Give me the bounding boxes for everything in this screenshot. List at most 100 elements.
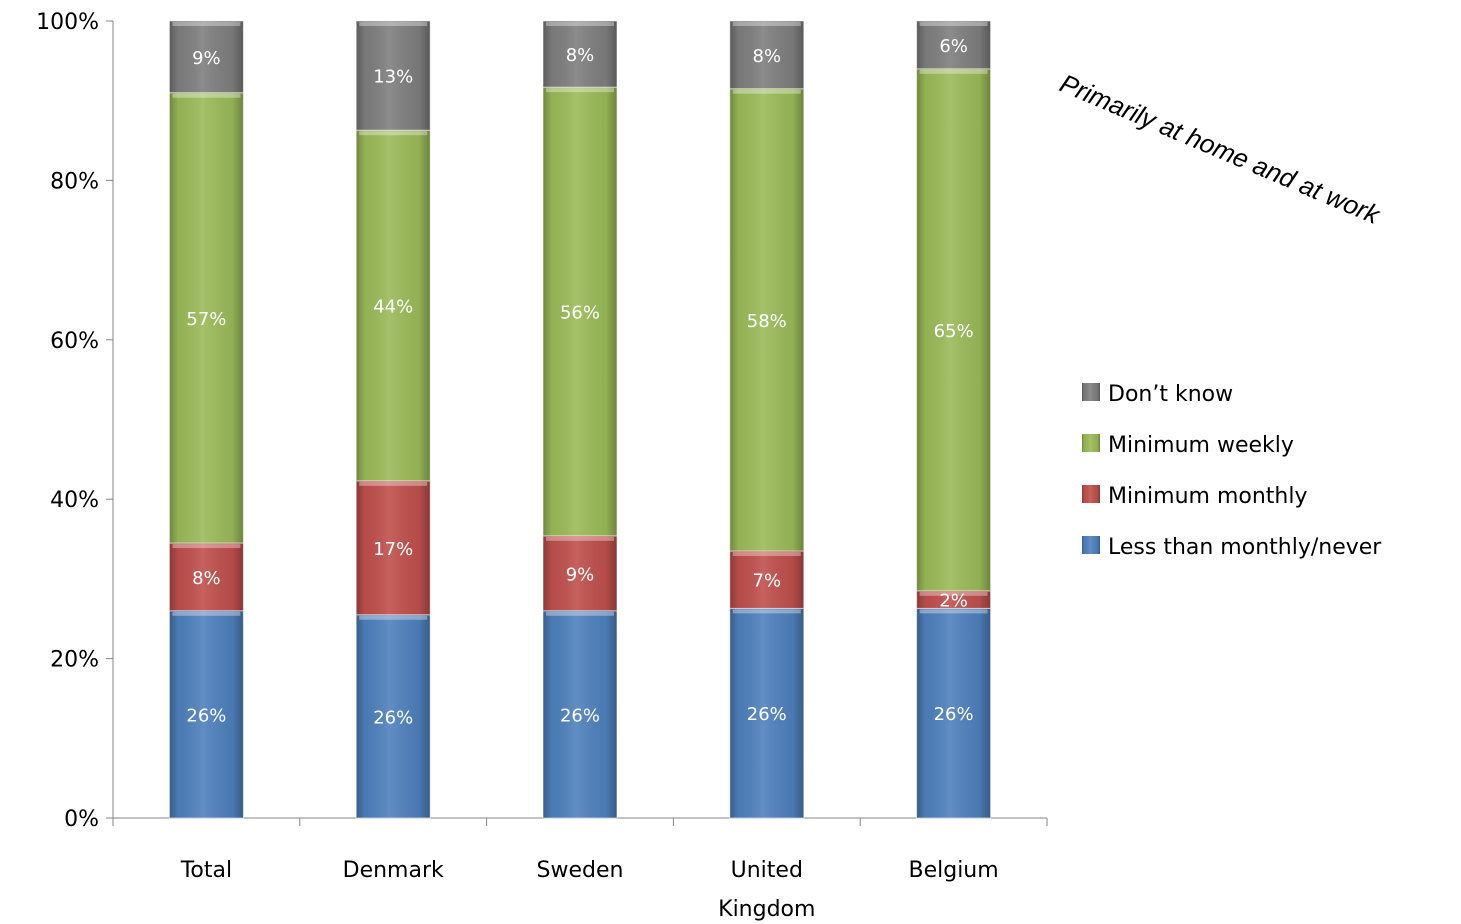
category-label: Total <box>180 858 232 883</box>
bar-segment-gloss <box>543 87 617 536</box>
bar-segment-gloss <box>356 130 431 481</box>
bar-segment <box>916 590 992 609</box>
data-label: 8% <box>753 46 782 67</box>
data-label: 9% <box>192 48 221 69</box>
bar-segment-highlight <box>919 22 988 26</box>
data-label: 26% <box>747 704 787 725</box>
data-labels: 26% 8% 57% 9% 26% 17% 44% 13% 26% 9% 56% 8% 26% 7% 58%… <box>186 36 973 728</box>
data-label: 26% <box>934 704 974 725</box>
bar-segment-highlight <box>919 69 988 74</box>
legend-label: Don’t know <box>1108 382 1233 407</box>
category-label: Denmark <box>343 858 444 883</box>
data-label: 2% <box>939 591 968 612</box>
bar-segment <box>542 86 618 537</box>
category-label: Sweden <box>537 858 624 883</box>
data-label: 44% <box>373 297 413 318</box>
data-label: 56% <box>560 303 600 324</box>
bar-segment-gloss <box>729 551 804 609</box>
bar-segment-gloss <box>169 610 244 818</box>
bar-segment-highlight <box>732 22 801 26</box>
data-label: 17% <box>373 539 413 560</box>
data-label: 9% <box>566 564 595 585</box>
bar-segment-gloss <box>729 608 804 818</box>
bar-segment-highlight <box>172 22 241 26</box>
bar-segment-highlight <box>732 89 801 94</box>
bar-segment-highlight <box>919 591 988 596</box>
category-label: Belgium <box>908 858 998 883</box>
bar-segment <box>729 607 805 819</box>
data-label: 7% <box>753 571 782 592</box>
bar-segment-highlight <box>172 93 241 98</box>
bar-segment-highlight <box>732 609 801 614</box>
bar-segment-highlight <box>546 22 614 26</box>
bar-segment-edge <box>355 20 431 131</box>
bar-segment-highlight <box>546 611 614 616</box>
y-tick-label: 80% <box>50 169 99 194</box>
bar-segment-highlight <box>359 22 428 26</box>
bar-segment-gloss <box>169 543 244 611</box>
bar-segment-edge <box>916 20 992 70</box>
y-tick-label: 20% <box>50 648 99 673</box>
bar-segment-edge <box>729 20 805 90</box>
bar-segment-gloss <box>916 68 991 591</box>
legend: Don’t know Minimum weekly Minimum monthly L… <box>1082 382 1382 560</box>
legend-item: Minimum monthly <box>1082 484 1307 509</box>
data-label: 57% <box>186 309 226 330</box>
legend-label: Minimum monthly <box>1108 484 1307 509</box>
bar-segment-gloss <box>169 21 244 93</box>
bar-segment <box>355 20 431 131</box>
bar-segment-gloss <box>169 92 244 544</box>
data-label: 26% <box>373 707 413 728</box>
bar-segment-gloss <box>729 88 804 552</box>
data-label: 65% <box>934 321 974 342</box>
bar-segment-highlight <box>359 131 428 136</box>
bar-segment <box>729 20 805 90</box>
data-label: 26% <box>560 705 600 726</box>
bar-segment-highlight <box>919 609 988 614</box>
legend-item: Minimum weekly <box>1082 433 1294 458</box>
bar-segment-gloss <box>916 21 991 69</box>
bar-segment-gloss <box>916 590 991 609</box>
data-label: 13% <box>373 67 413 88</box>
legend-swatch-gloss <box>1082 434 1100 452</box>
bar-segment <box>542 535 618 612</box>
axes: 0% 20% 40% 60% 80% 100% Total Denmark Sweden Unit… <box>36 10 1048 922</box>
data-label: 26% <box>186 705 226 726</box>
y-tick-label: 60% <box>50 329 99 354</box>
legend-swatch-gloss <box>1082 536 1100 554</box>
bar-segment-gloss <box>543 21 617 88</box>
data-label: 8% <box>566 45 595 66</box>
bar-segment-gloss <box>729 21 804 89</box>
bar-segment-highlight <box>546 536 614 541</box>
data-label: 8% <box>192 568 221 589</box>
y-tick-label: 0% <box>64 807 99 832</box>
legend-item: Less than monthly/never <box>1082 535 1382 560</box>
bar-segment-highlight <box>359 481 428 486</box>
y-tick-label: 40% <box>50 488 99 513</box>
bar-segment <box>729 550 805 609</box>
bar-segment-gloss <box>356 614 431 818</box>
bar-segment <box>355 480 431 616</box>
bars <box>168 20 992 819</box>
bar-segment <box>729 88 805 552</box>
bar-segment-gloss <box>356 480 431 615</box>
bar-segment <box>168 610 244 819</box>
legend-swatch-gloss <box>1082 485 1100 503</box>
bar-segment-edge <box>168 20 244 94</box>
bar-segment-highlight <box>172 611 241 616</box>
bar-segment <box>916 20 992 70</box>
data-label: 58% <box>747 311 787 332</box>
bar-segment <box>916 68 992 592</box>
legend-item: Don’t know <box>1082 382 1233 407</box>
y-tick-label: 100% <box>36 10 99 35</box>
bar-segment-gloss <box>916 608 991 818</box>
legend-swatch-gloss <box>1082 383 1100 401</box>
bar-segment <box>355 614 431 819</box>
legend-label: Minimum weekly <box>1108 433 1294 458</box>
bar-segment-gloss <box>543 535 617 611</box>
data-label: 6% <box>939 36 968 57</box>
bar-segment-highlight <box>546 88 614 93</box>
bar-segment <box>916 607 992 819</box>
bar-segment <box>168 20 244 94</box>
